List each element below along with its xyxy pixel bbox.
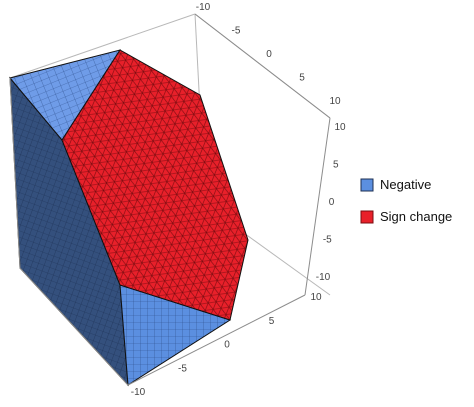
x-axis-ticks: -10 -5 0 5 10	[196, 2, 341, 107]
x-tick-label: 5	[299, 73, 305, 84]
z-tick-label: 0	[329, 197, 335, 208]
legend-label-sign-change: Sign change	[380, 209, 452, 224]
legend: Negative Sign change	[360, 177, 452, 224]
y-tick-label: 5	[269, 316, 275, 327]
legend-label-negative: Negative	[380, 177, 431, 192]
z-tick-label: 5	[333, 160, 339, 171]
z-tick-label: -10	[316, 272, 331, 283]
x-tick-label: -5	[232, 26, 241, 37]
y-tick-label: 10	[310, 292, 322, 303]
z-axis-ticks: -10 -5 0 5 10	[316, 122, 346, 283]
z-tick-label: 10	[334, 122, 346, 133]
x-tick-label: 10	[329, 96, 341, 107]
x-tick-label: 0	[266, 49, 272, 60]
sign-change-surface	[61, 49, 249, 321]
y-tick-label: 0	[224, 340, 230, 351]
y-axis-ticks: -10 -5 0 5 10	[131, 292, 322, 398]
legend-swatch-sign-change	[360, 210, 374, 224]
y-tick-label: -5	[178, 363, 187, 374]
plot-box-front	[9, 13, 331, 386]
y-tick-label: -10	[131, 387, 146, 398]
z-tick-label: -5	[323, 235, 332, 246]
x-tick-label: -10	[196, 2, 211, 13]
legend-swatch-negative	[360, 178, 374, 192]
